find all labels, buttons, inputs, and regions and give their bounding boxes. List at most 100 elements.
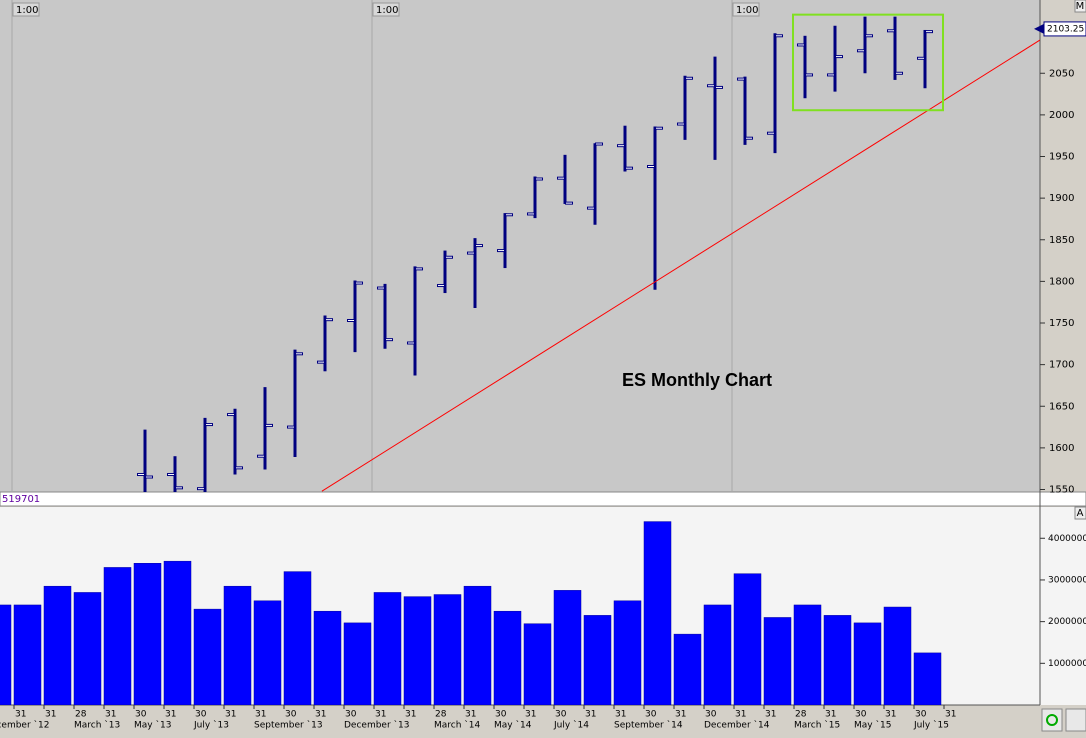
volume-bar: [493, 610, 522, 705]
volume-plot: [0, 521, 942, 705]
volume-bar: [343, 622, 372, 705]
x-category-label: July `13: [193, 720, 229, 731]
volume-bar: [763, 617, 792, 705]
x-tick-label: 31: [405, 710, 416, 720]
volume-bar: [223, 585, 252, 705]
session-label: 1:00: [736, 5, 758, 16]
y-tick-label: 1000000: [1048, 659, 1086, 669]
y-tick-label: 2000000: [1048, 617, 1086, 627]
x-category-label: December `14: [704, 720, 770, 731]
x-tick-label: 28: [795, 710, 807, 720]
session-label: 1:00: [16, 5, 38, 16]
volume-bar: [0, 604, 12, 705]
volume-bar: [673, 633, 702, 705]
x-tick-label: 31: [525, 710, 536, 720]
x-tick-label: 30: [285, 710, 297, 720]
volume-bar: [403, 596, 432, 705]
x-tick-label: 31: [15, 710, 26, 720]
y-tick-label: 1600: [1049, 443, 1074, 454]
x-tick-label: 30: [915, 710, 927, 720]
x-tick-label: 31: [675, 710, 686, 720]
session-box: [372, 2, 400, 17]
x-tick-label: 30: [645, 710, 657, 720]
volume-bar: [553, 590, 582, 705]
x-tick-label: 31: [105, 710, 116, 720]
volume-bar: [463, 585, 492, 705]
volume-bar: [883, 606, 912, 705]
volume-bar: [193, 608, 222, 705]
y-tick-label: 1800: [1049, 276, 1074, 287]
y-tick-label: 1950: [1049, 152, 1074, 163]
trendline: [321, 39, 1040, 492]
volume-bar: [433, 594, 462, 705]
x-category-label: May `13: [134, 720, 171, 731]
volume-bar: [913, 652, 942, 705]
x-tick-label: 30: [705, 710, 717, 720]
volume-bar: [853, 622, 882, 705]
y-tick-label: 1650: [1049, 401, 1074, 412]
volume-bar: [793, 604, 822, 705]
session-box: [732, 2, 760, 17]
refresh-icon[interactable]: [1046, 714, 1058, 726]
volume-bar: [583, 615, 612, 705]
x-category-label: July `15: [913, 720, 949, 731]
x-tick-label: 28: [75, 710, 87, 720]
volume-bar: [283, 571, 312, 705]
last-price-label: 2103.25: [1047, 24, 1084, 34]
y-tick-label: 2050: [1049, 68, 1074, 79]
x-category-label: December `13: [344, 720, 409, 731]
session-box: [12, 2, 40, 17]
y-tick-label: 1850: [1049, 235, 1074, 246]
y-tick-label: 1700: [1049, 360, 1074, 371]
x-tick-label: 31: [225, 710, 236, 720]
x-tick-label: 31: [465, 710, 476, 720]
indicator-label: 519701: [2, 494, 40, 505]
x-tick-label: 30: [555, 710, 567, 720]
y-tick-label: 1750: [1049, 318, 1074, 329]
x-category-label: May `14: [494, 720, 532, 731]
time-axis-area: [0, 705, 1086, 738]
session-label: 1:00: [376, 5, 398, 16]
volume-bar: [133, 563, 162, 705]
y-tick-label: 1550: [1049, 485, 1074, 496]
volume-bar: [13, 604, 42, 705]
corner-box: [1074, 506, 1086, 520]
volume-bar: [823, 615, 852, 705]
x-category-label: September `13: [254, 720, 323, 731]
cursor-button[interactable]: [1065, 708, 1086, 732]
corner-label: A: [1077, 508, 1084, 519]
x-tick-label: 30: [345, 710, 357, 720]
x-tick-label: 31: [375, 710, 386, 720]
y-tick-label: 2000: [1049, 110, 1074, 121]
corner-label: M: [1076, 1, 1085, 12]
x-tick-label: 31: [885, 710, 896, 720]
highlight-box: [792, 13, 944, 112]
x-tick-label: 28: [435, 710, 447, 720]
x-tick-label: 31: [255, 710, 266, 720]
volume-bar: [253, 600, 282, 705]
price-panel: [0, 0, 1040, 492]
last-price-box: [1043, 21, 1086, 37]
x-category-label: March `14: [434, 720, 481, 731]
volume-bar: [373, 592, 402, 705]
volume-bar: [733, 573, 762, 705]
volume-bar: [523, 623, 552, 705]
y-tick-label: 1900: [1049, 193, 1074, 204]
volume-bar: [163, 560, 192, 705]
volume-bar: [313, 610, 342, 705]
volume-bar: [703, 604, 732, 705]
x-tick-label: 30: [495, 710, 507, 720]
price-axis-area: [1040, 0, 1086, 492]
x-tick-label: 31: [735, 710, 746, 720]
volume-bar: [613, 600, 642, 705]
x-tick-label: 31: [315, 710, 326, 720]
corner-box: [1074, 0, 1086, 13]
x-tick-label: 30: [135, 710, 147, 720]
x-tick-label: 31: [45, 710, 56, 720]
last-price-marker: [1034, 23, 1044, 34]
x-category-label: December `12: [0, 720, 49, 731]
refresh-button[interactable]: [1041, 708, 1063, 732]
